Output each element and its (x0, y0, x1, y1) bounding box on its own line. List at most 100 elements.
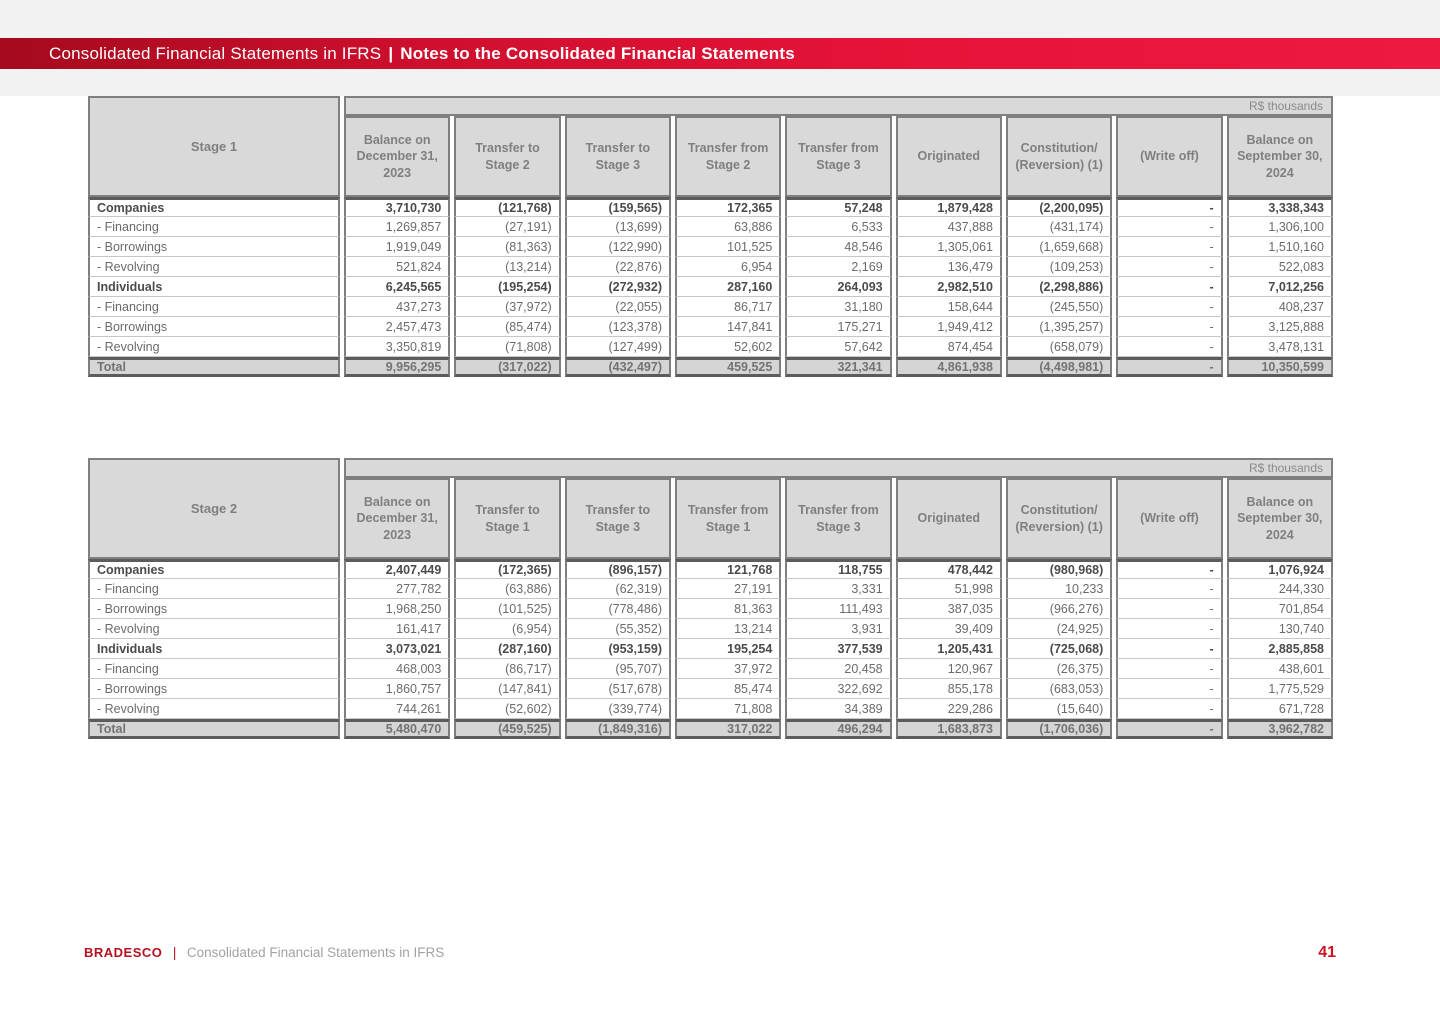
row-label: - Borrowings (88, 599, 340, 619)
row-label: Individuals (88, 639, 340, 659)
value-cell: 3,338,343 (1226, 197, 1333, 217)
currency-note: R$ thousands (344, 458, 1333, 478)
value-cell: - (1116, 559, 1223, 579)
value-cell: (287,160) (454, 639, 561, 659)
value-cell: 136,479 (895, 257, 1002, 277)
row-label: - Financing (88, 659, 340, 679)
financial-table: Stage 1 R$ thousands Balance on December 3… (84, 96, 1337, 377)
value-cell: 377,539 (785, 639, 892, 659)
value-cell: (62,319) (564, 579, 671, 599)
column-header: Originated (895, 116, 1002, 197)
value-cell: 322,692 (785, 679, 892, 699)
value-cell: 85,474 (674, 679, 782, 699)
value-cell: 1,510,160 (1226, 237, 1333, 257)
value-cell: 1,269,857 (344, 217, 451, 237)
row-label: - Borrowings (88, 679, 340, 699)
total-value-cell: 1,683,873 (895, 719, 1002, 739)
table-row: - Revolving 161,417 (6,954) (55,352) 13,214 3… (88, 619, 1333, 639)
value-cell: (127,499) (564, 337, 671, 357)
value-cell: 3,125,888 (1226, 317, 1333, 337)
value-cell: (6,954) (454, 619, 561, 639)
value-cell: 874,454 (895, 337, 1002, 357)
value-cell: (109,253) (1005, 257, 1113, 277)
value-cell: 438,601 (1226, 659, 1333, 679)
row-label: - Revolving (88, 337, 340, 357)
value-cell: 1,076,924 (1226, 559, 1333, 579)
value-cell: (22,876) (564, 257, 671, 277)
value-cell: 51,998 (895, 579, 1002, 599)
value-cell: (86,717) (454, 659, 561, 679)
table-row: Companies 2,407,449 (172,365) (896,157) 121,… (88, 559, 1333, 579)
value-cell: 57,642 (785, 337, 892, 357)
column-header: Transfer to Stage 2 (454, 116, 561, 197)
table-row: - Financing 1,269,857 (27,191) (13,699) 63,8… (88, 217, 1333, 237)
value-cell: 264,093 (785, 277, 892, 297)
value-cell: 48,546 (785, 237, 892, 257)
value-cell: 387,035 (895, 599, 1002, 619)
row-label: - Revolving (88, 619, 340, 639)
row-label: Companies (88, 197, 340, 217)
value-cell: - (1116, 699, 1223, 719)
value-cell: 522,083 (1226, 257, 1333, 277)
value-cell: 1,205,431 (895, 639, 1002, 659)
value-cell: (85,474) (454, 317, 561, 337)
value-cell: 1,949,412 (895, 317, 1002, 337)
row-label: - Financing (88, 217, 340, 237)
total-value-cell: 317,022 (674, 719, 782, 739)
total-value-cell: (432,497) (564, 357, 671, 377)
value-cell: (13,699) (564, 217, 671, 237)
value-cell: - (1116, 297, 1223, 317)
table-row: - Financing 468,003 (86,717) (95,707) 37,972… (88, 659, 1333, 679)
value-cell: (147,841) (454, 679, 561, 699)
value-cell: 671,728 (1226, 699, 1333, 719)
total-value-cell: 4,861,938 (895, 357, 1002, 377)
currency-note: R$ thousands (344, 96, 1333, 116)
value-cell: - (1116, 659, 1223, 679)
value-cell: 3,478,131 (1226, 337, 1333, 357)
value-cell: (2,200,095) (1005, 197, 1113, 217)
value-cell: (517,678) (564, 679, 671, 699)
value-cell: 118,755 (785, 559, 892, 579)
value-cell: - (1116, 337, 1223, 357)
value-cell: (123,378) (564, 317, 671, 337)
value-cell: - (1116, 277, 1223, 297)
page-header-banner: Consolidated Financial Statements in IFR… (0, 38, 1440, 69)
column-header: Balance on September 30, 2024 (1226, 116, 1333, 197)
value-cell: 6,954 (674, 257, 782, 277)
value-cell: 10,233 (1005, 579, 1113, 599)
value-cell: 111,493 (785, 599, 892, 619)
value-cell: (52,602) (454, 699, 561, 719)
value-cell: - (1116, 237, 1223, 257)
value-cell: 478,442 (895, 559, 1002, 579)
value-cell: (778,486) (564, 599, 671, 619)
value-cell: 855,178 (895, 679, 1002, 699)
value-cell: 437,273 (344, 297, 451, 317)
value-cell: - (1116, 599, 1223, 619)
value-cell: - (1116, 579, 1223, 599)
banner-section-title: Consolidated Financial Statements in IFR… (49, 43, 382, 63)
value-cell: 1,305,061 (895, 237, 1002, 257)
total-value-cell: 5,480,470 (344, 719, 451, 739)
value-cell: (431,174) (1005, 217, 1113, 237)
value-cell: 744,261 (344, 699, 451, 719)
row-label: - Borrowings (88, 237, 340, 257)
page-footer: BRADESCO | Consolidated Financial Statem… (84, 944, 1336, 962)
value-cell: 130,740 (1226, 619, 1333, 639)
table-row: - Revolving 744,261 (52,602) (339,774) 71,80… (88, 699, 1333, 719)
value-cell: 2,457,473 (344, 317, 451, 337)
column-header: Transfer to Stage 1 (454, 478, 561, 559)
value-cell: 3,350,819 (344, 337, 451, 357)
value-cell: 2,885,858 (1226, 639, 1333, 659)
stage-title: Stage 1 (88, 96, 340, 197)
value-cell: 71,808 (674, 699, 782, 719)
column-header: Transfer from Stage 3 (785, 116, 892, 197)
value-cell: - (1116, 639, 1223, 659)
value-cell: 6,245,565 (344, 277, 451, 297)
value-cell: 57,248 (785, 197, 892, 217)
table-row: - Borrowings 1,860,757 (147,841) (517,678) 8… (88, 679, 1333, 699)
column-header: Transfer from Stage 1 (674, 478, 782, 559)
value-cell: (13,214) (454, 257, 561, 277)
value-cell: (725,068) (1005, 639, 1113, 659)
value-cell: (27,191) (454, 217, 561, 237)
column-header: Transfer to Stage 3 (564, 478, 671, 559)
